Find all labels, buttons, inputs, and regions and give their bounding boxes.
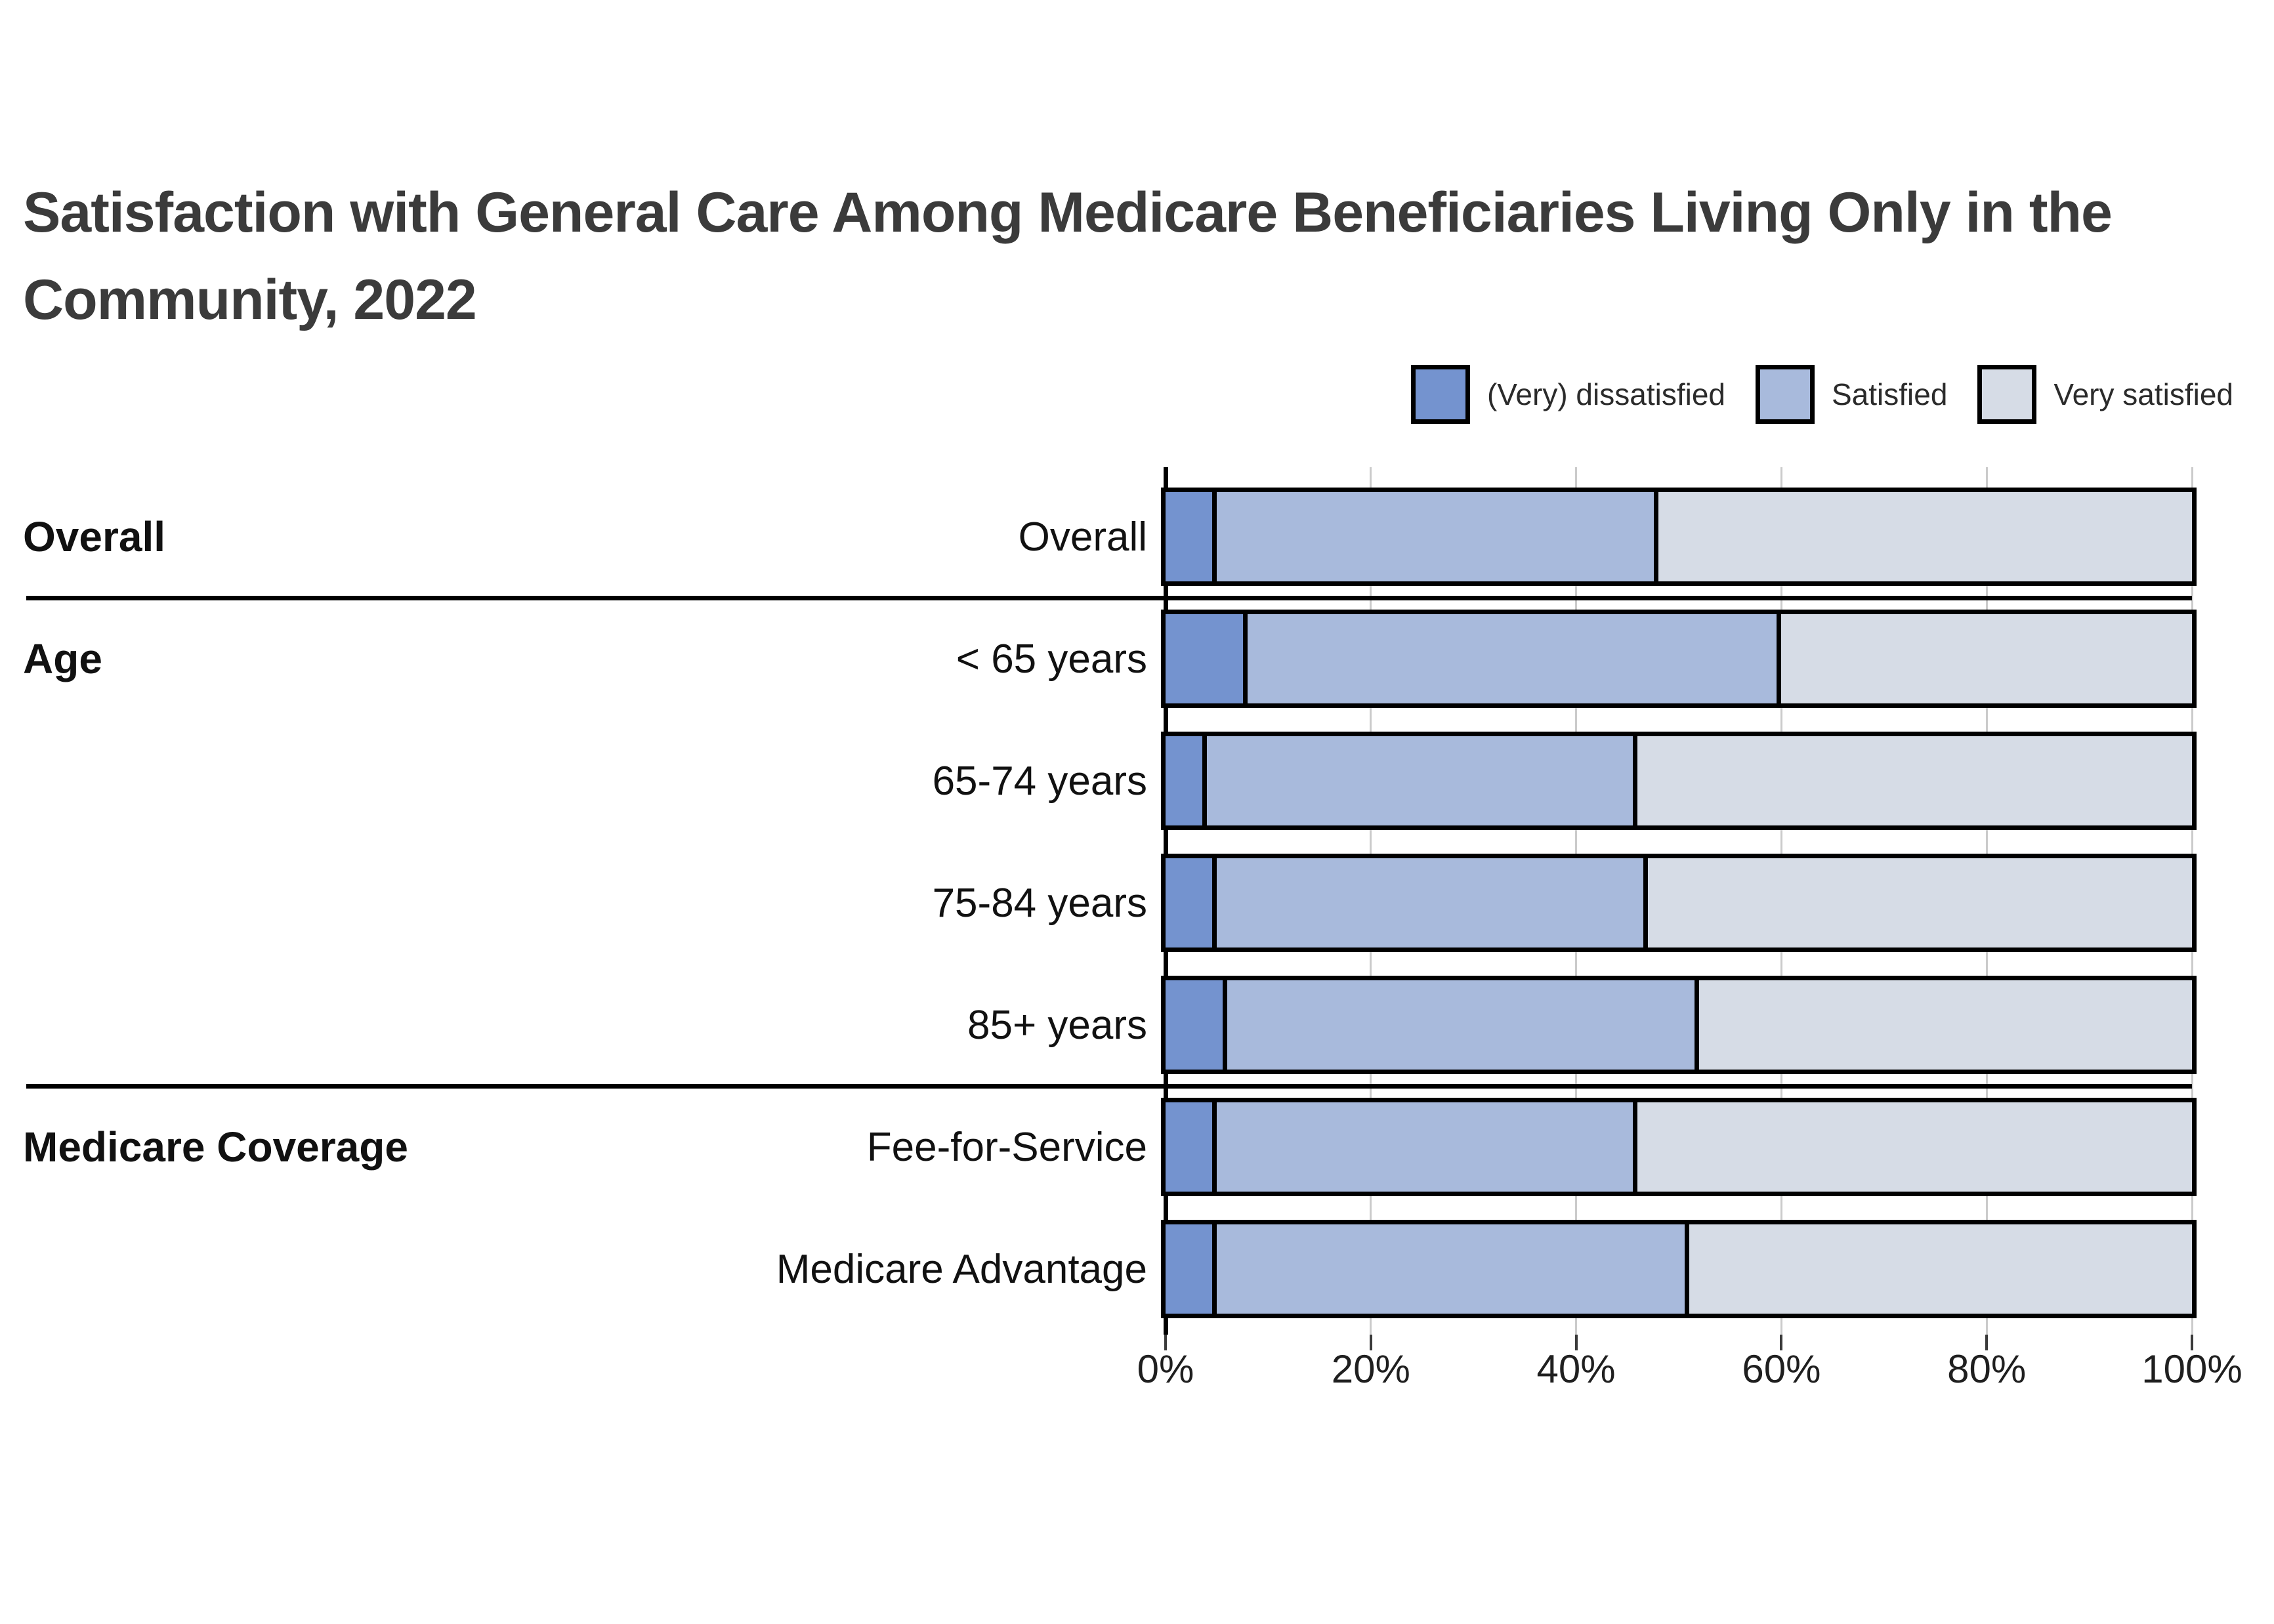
row-label: 75-84 years	[932, 880, 1147, 926]
row-label: Fee-for-Service	[866, 1124, 1147, 1170]
row-label: < 65 years	[956, 636, 1147, 682]
row-label: Medicare Advantage	[776, 1246, 1147, 1292]
legend-swatch	[1755, 365, 1815, 424]
tick-mark	[1164, 1335, 1167, 1350]
bar-row	[1161, 1098, 2197, 1196]
row-label: 85+ years	[967, 1002, 1147, 1048]
x-tick-label: 80%	[1947, 1347, 2027, 1391]
bar-segment-very-satisfied	[1648, 858, 2192, 947]
page-title-line-1: Satisfaction with General Care Among Med…	[23, 180, 2113, 244]
bar-segment-very-satisfied	[1658, 492, 2192, 581]
x-tick-label: 0%	[1137, 1347, 1194, 1391]
legend-label: Satisfied	[1831, 377, 1948, 411]
bar-row	[1161, 1220, 2197, 1318]
bar-row	[1161, 732, 2197, 830]
legend-item: Satisfied	[1755, 365, 1948, 424]
tick-mark	[1780, 1335, 1783, 1350]
bar-segment-dissatisfied	[1166, 1224, 1217, 1314]
bar-row	[1161, 610, 2197, 708]
row-label: Overall	[1018, 514, 1147, 560]
bar-segment-dissatisfied	[1166, 980, 1227, 1070]
bar-segment-very-satisfied	[1637, 736, 2192, 825]
bar-segment-satisfied	[1206, 736, 1638, 825]
bar-segment-dissatisfied	[1166, 492, 1217, 581]
legend-item: (Very) dissatisfied	[1410, 365, 1725, 424]
tick-mark	[1369, 1335, 1372, 1350]
bar-segment-satisfied	[1217, 492, 1658, 581]
bar-segment-satisfied	[1217, 1224, 1689, 1314]
legend-swatch	[1977, 365, 2037, 424]
page-title: Satisfaction with General Care Among Med…	[23, 169, 2113, 344]
bar-segment-satisfied	[1248, 614, 1782, 703]
bar-segment-satisfied	[1217, 858, 1649, 947]
bar-segment-satisfied	[1217, 1102, 1638, 1192]
legend-swatch	[1410, 365, 1470, 424]
bar-segment-very-satisfied	[1637, 1102, 2192, 1192]
tick-mark	[2191, 1335, 2193, 1350]
bar-segment-dissatisfied	[1166, 858, 1217, 947]
group-label: Age	[23, 635, 102, 682]
bar-segment-very-satisfied	[1699, 980, 2192, 1070]
group-label: Overall	[23, 513, 166, 560]
bar-segment-satisfied	[1227, 980, 1700, 1070]
x-tick-label: 100%	[2141, 1347, 2242, 1391]
bar-row	[1161, 976, 2197, 1074]
legend-label: (Very) dissatisfied	[1486, 377, 1725, 411]
page-title-line-2: Community, 2022	[23, 268, 477, 331]
group-separator	[26, 595, 2192, 600]
x-tick-label: 40%	[1536, 1347, 1616, 1391]
legend-label: Very satisfied	[2053, 377, 2233, 411]
bar-segment-dissatisfied	[1166, 736, 1207, 825]
group-label: Medicare Coverage	[23, 1123, 408, 1171]
bar-segment-dissatisfied	[1166, 1102, 1217, 1192]
x-tick-label: 20%	[1331, 1347, 1410, 1391]
legend-item: Very satisfied	[1977, 365, 2233, 424]
row-label: 65-74 years	[932, 758, 1147, 804]
group-separator	[26, 1083, 2192, 1089]
bar-segment-very-satisfied	[1781, 614, 2192, 703]
bar-row	[1161, 488, 2197, 586]
bar-segment-very-satisfied	[1689, 1224, 2192, 1314]
x-tick-label: 60%	[1742, 1347, 1821, 1391]
bar-row	[1161, 854, 2197, 952]
tick-mark	[1985, 1335, 1989, 1350]
tick-mark	[1574, 1335, 1578, 1350]
bar-segment-dissatisfied	[1166, 614, 1248, 703]
legend: (Very) dissatisfied Satisfied Very satisfi…	[1410, 365, 2233, 424]
